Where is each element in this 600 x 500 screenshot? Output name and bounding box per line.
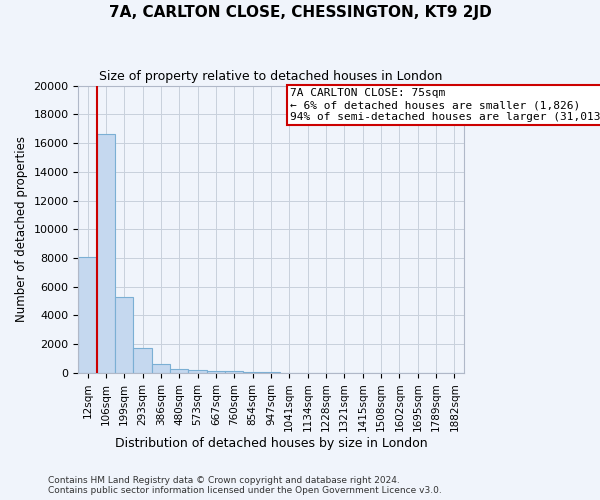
Text: Contains public sector information licensed under the Open Government Licence v3: Contains public sector information licen… bbox=[48, 486, 442, 495]
Bar bbox=[188, 370, 207, 373]
Y-axis label: Number of detached properties: Number of detached properties bbox=[15, 136, 28, 322]
Text: 7A CARLTON CLOSE: 75sqm
← 6% of detached houses are smaller (1,826)
94% of semi-: 7A CARLTON CLOSE: 75sqm ← 6% of detached… bbox=[290, 88, 600, 122]
Text: 7A, CARLTON CLOSE, CHESSINGTON, KT9 2JD: 7A, CARLTON CLOSE, CHESSINGTON, KT9 2JD bbox=[109, 5, 491, 20]
Bar bbox=[225, 371, 244, 373]
Bar bbox=[262, 372, 280, 373]
Bar bbox=[115, 297, 133, 373]
Bar bbox=[133, 348, 152, 373]
Bar bbox=[79, 256, 97, 373]
Bar bbox=[244, 372, 262, 373]
Bar bbox=[152, 364, 170, 373]
Bar bbox=[207, 370, 225, 373]
Text: Contains HM Land Registry data © Crown copyright and database right 2024.: Contains HM Land Registry data © Crown c… bbox=[48, 476, 400, 485]
Bar bbox=[170, 368, 188, 373]
Title: Size of property relative to detached houses in London: Size of property relative to detached ho… bbox=[99, 70, 443, 83]
Bar bbox=[97, 134, 115, 373]
X-axis label: Distribution of detached houses by size in London: Distribution of detached houses by size … bbox=[115, 437, 427, 450]
